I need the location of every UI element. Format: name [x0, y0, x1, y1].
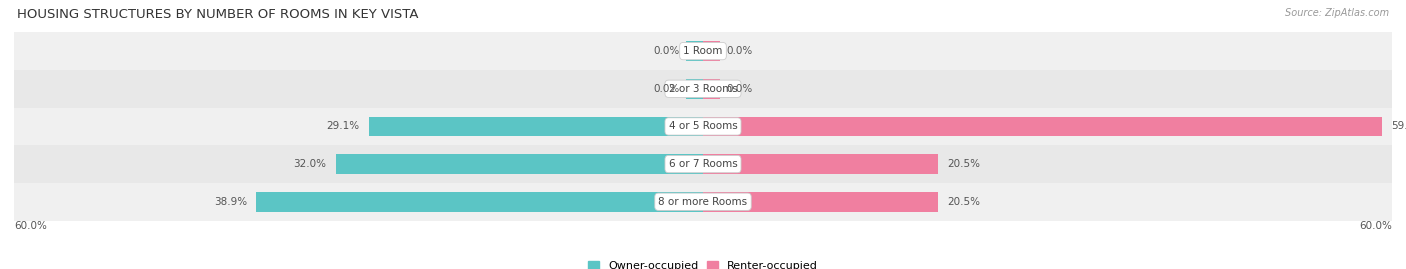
Text: 20.5%: 20.5% [948, 197, 980, 207]
Bar [368, 117, 703, 136]
Legend: Owner-occupied, Renter-occupied: Owner-occupied, Renter-occupied [583, 256, 823, 269]
Bar [703, 117, 1382, 136]
Text: 1 Room: 1 Room [683, 46, 723, 56]
Text: 4 or 5 Rooms: 4 or 5 Rooms [669, 121, 737, 132]
Text: Source: ZipAtlas.com: Source: ZipAtlas.com [1285, 8, 1389, 18]
Text: 29.1%: 29.1% [326, 121, 360, 132]
Text: 0.0%: 0.0% [654, 84, 681, 94]
Bar [703, 192, 938, 211]
Text: 20.5%: 20.5% [948, 159, 980, 169]
Text: 0.0%: 0.0% [654, 46, 681, 56]
Bar [686, 79, 703, 98]
Text: 0.0%: 0.0% [725, 84, 752, 94]
Text: 0.0%: 0.0% [725, 46, 752, 56]
Bar [703, 41, 720, 61]
Text: 38.9%: 38.9% [214, 197, 247, 207]
Bar [256, 192, 703, 211]
Bar [703, 154, 938, 174]
Bar [14, 145, 1392, 183]
Text: HOUSING STRUCTURES BY NUMBER OF ROOMS IN KEY VISTA: HOUSING STRUCTURES BY NUMBER OF ROOMS IN… [17, 8, 419, 21]
Text: 8 or more Rooms: 8 or more Rooms [658, 197, 748, 207]
Text: 2 or 3 Rooms: 2 or 3 Rooms [669, 84, 737, 94]
Text: 59.1%: 59.1% [1391, 121, 1406, 132]
Bar [14, 32, 1392, 70]
Text: 32.0%: 32.0% [294, 159, 326, 169]
Bar [703, 79, 720, 98]
Text: 6 or 7 Rooms: 6 or 7 Rooms [669, 159, 737, 169]
Text: 60.0%: 60.0% [14, 221, 46, 231]
Bar [14, 108, 1392, 145]
Bar [336, 154, 703, 174]
Bar [686, 41, 703, 61]
Bar [14, 70, 1392, 108]
Text: 60.0%: 60.0% [1360, 221, 1392, 231]
Bar [14, 183, 1392, 221]
